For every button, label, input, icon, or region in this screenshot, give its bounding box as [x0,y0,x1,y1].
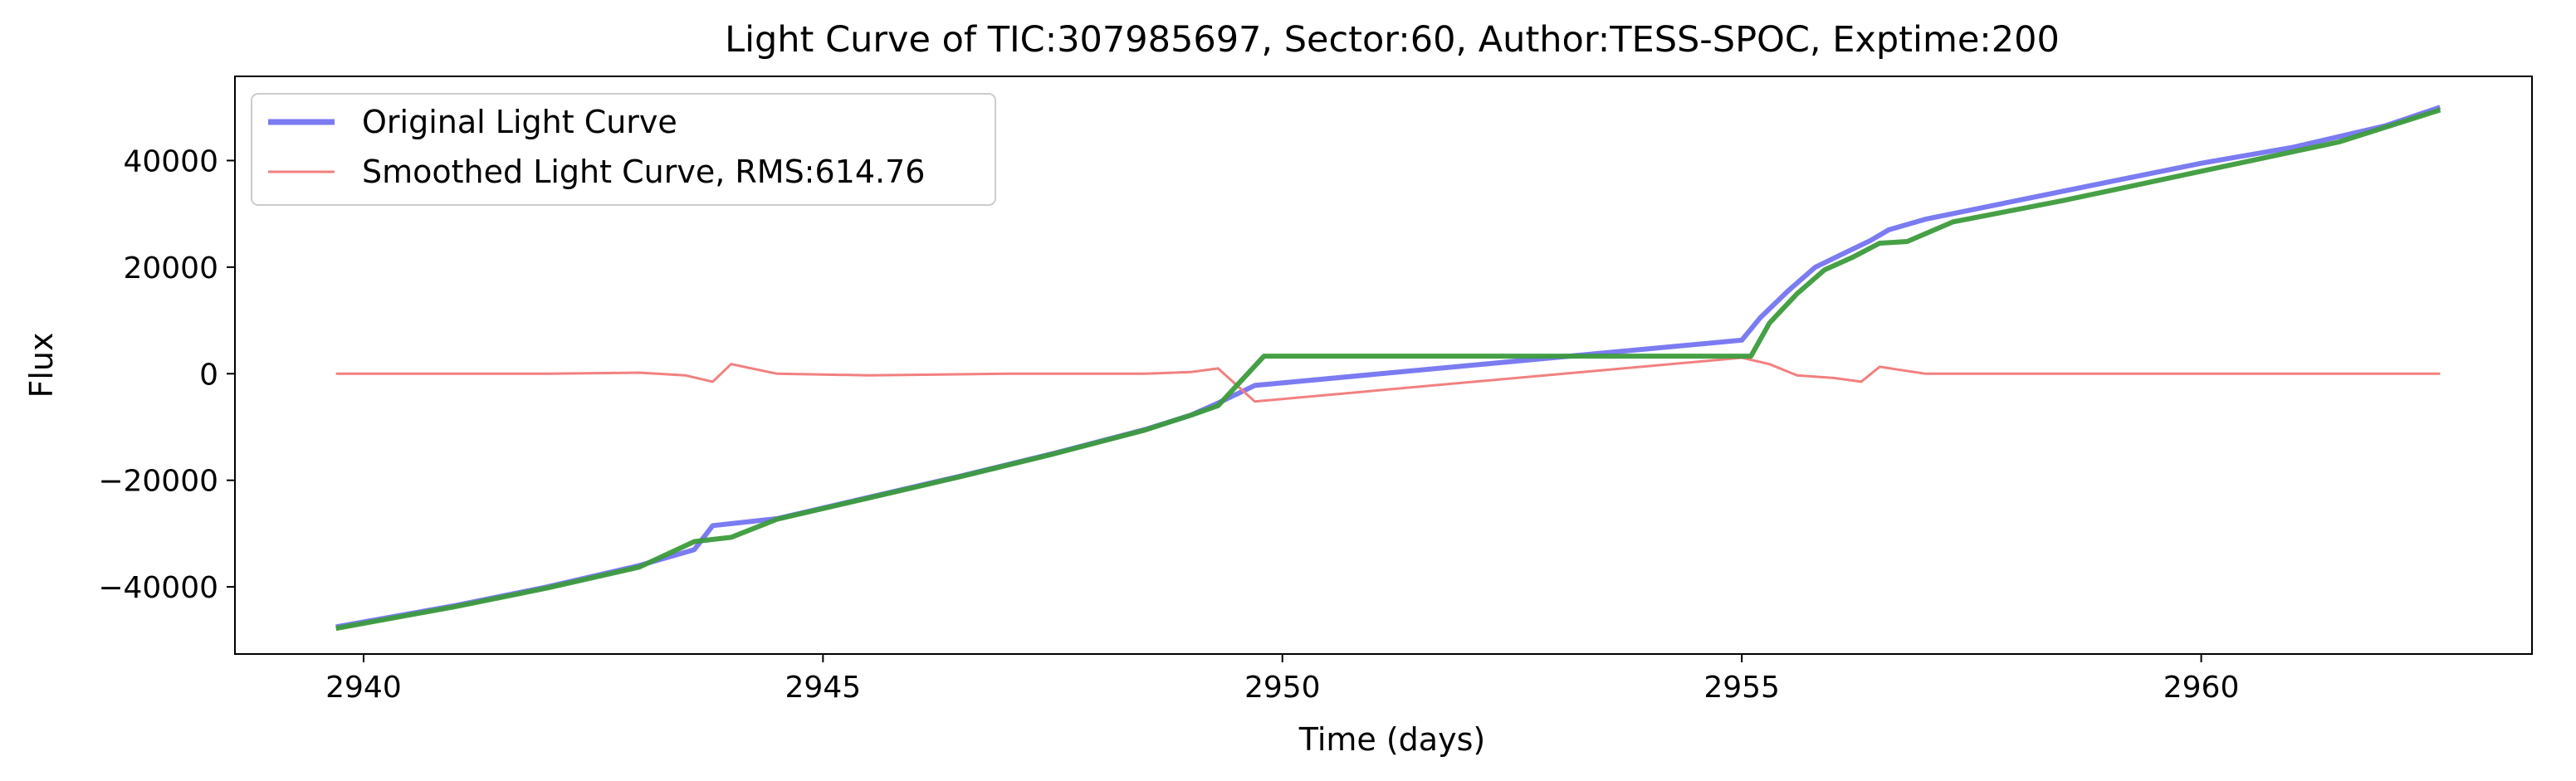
series-line-2 [335,107,2442,632]
y-tick-label: 40000 [123,144,218,178]
y-tick-label: −40000 [98,571,218,605]
y-axis: −40000 −20000 0 20000 40000 [98,144,235,605]
plot-frame [234,76,2533,655]
y-tick-label: −20000 [98,465,218,499]
legend-label-original: Original Light Curve [362,104,677,140]
x-tick-label: 2955 [1703,671,1780,705]
x-axis: 2940 2945 2950 2955 2960 [325,654,2239,705]
legend: Original Light Curve Smoothed Light Curv… [251,93,996,206]
legend-box [251,93,996,206]
series-line-0 [335,105,2442,630]
y-tick-label: 0 [199,358,218,392]
x-tick-label: 2940 [325,671,402,705]
series-line-1 [335,356,2441,403]
x-tick-label: 2945 [785,671,862,705]
series-layer [335,105,2442,632]
y-tick-label: 20000 [123,251,218,286]
plot-area: 2940 2945 2950 2955 2960 −40000 −20000 0 20000 4… [98,76,2533,705]
legend-label-smoothed: Smoothed Light Curve, RMS:614.76 [362,154,925,190]
chart-title: Light Curve of TIC:307985697, Sector:60,… [725,19,2060,61]
x-axis-label: Time (days) [1298,721,1485,758]
x-tick-label: 2960 [2163,671,2240,705]
x-tick-label: 2950 [1244,671,1321,705]
y-axis-label: Flux [23,333,60,398]
